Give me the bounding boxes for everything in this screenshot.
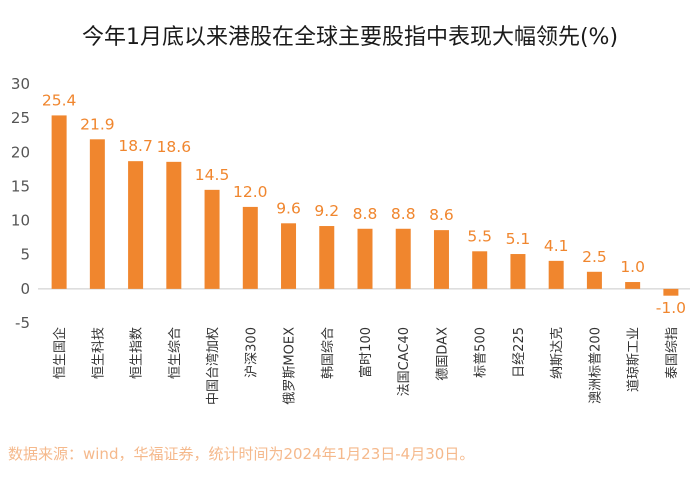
data-label: 8.8: [391, 205, 416, 223]
y-tick-label: 15: [11, 177, 30, 195]
category-label: 恒生科技: [91, 327, 106, 379]
category-label: 沪深300: [243, 327, 259, 378]
data-label: 14.5: [195, 166, 230, 184]
category-label: 恒生国企: [52, 327, 68, 379]
y-tick-label: 10: [11, 212, 30, 230]
data-label: 18.7: [118, 137, 153, 155]
bar: [548, 260, 564, 289]
data-label: 12.0: [233, 183, 268, 201]
bar: [89, 139, 105, 289]
bar: [625, 282, 641, 289]
bar: [128, 161, 144, 289]
bar: [472, 251, 488, 289]
bar: [166, 161, 182, 289]
category-label: 中国台湾加权: [205, 327, 221, 405]
bar: [663, 288, 679, 296]
bar: [51, 115, 67, 289]
y-tick-label: 25: [11, 109, 30, 127]
category-label: 道琼斯工业: [627, 327, 642, 392]
category-label: 富时100: [358, 327, 374, 378]
category-label: 恒生指数: [130, 327, 145, 379]
data-label: 8.6: [429, 206, 454, 224]
data-labels: 25.421.918.7 18.614.512.0 9.6 9.2 8.8 8.8 8.6 5…: [42, 91, 686, 316]
bar: [395, 228, 411, 289]
data-label: 25.4: [42, 91, 77, 109]
y-tick-label: 5: [20, 246, 30, 264]
x-axis-labels: 恒生国企 恒生科技 恒生指数 恒生综合 中国台湾加权 沪深300 俄罗斯MOEX 韩国综合 富时…: [52, 327, 680, 405]
data-label: 18.6: [157, 138, 192, 156]
data-label: 1.0: [620, 258, 645, 276]
data-label: 21.9: [80, 115, 115, 133]
category-label: 俄罗斯MOEX: [283, 327, 298, 405]
y-axis: -5 0 5 10 15 20 25 30: [11, 75, 30, 332]
bar-series: [51, 115, 679, 296]
data-label: 8.8: [353, 205, 378, 223]
category-label: 澳洲标普200: [587, 327, 603, 404]
y-tick-label: -5: [15, 314, 30, 332]
category-label: 德国DAX: [435, 327, 450, 381]
y-tick-label: 30: [11, 75, 30, 93]
bar: [433, 230, 449, 289]
data-label: 9.2: [314, 202, 339, 220]
data-label: 9.6: [276, 199, 301, 217]
category-label: 韩国综合: [321, 327, 336, 379]
chart-title: 今年1月底以来港股在全球主要股指中表现大幅领先(%): [82, 25, 618, 50]
category-label: 恒生综合: [168, 327, 183, 379]
bar: [586, 271, 602, 289]
category-label: 法国CAC40: [397, 327, 412, 396]
data-label: 4.1: [544, 237, 569, 255]
data-label: 5.1: [506, 230, 531, 248]
category-label: 日经225: [512, 327, 527, 378]
category-label: 标普500: [474, 327, 489, 378]
bar: [204, 189, 220, 289]
source-note: 数据来源：wind，华福证券，统计时间为2024年1月23日-4月30日。: [8, 445, 474, 463]
data-label: -1.0: [656, 299, 686, 317]
category-label: 泰国综指: [665, 327, 680, 379]
bar: [281, 223, 297, 289]
bar: [319, 226, 335, 289]
bar: [510, 254, 526, 289]
y-tick-label: 20: [11, 143, 30, 161]
category-label: 纳斯达克: [550, 327, 565, 379]
y-tick-label: 0: [20, 280, 30, 298]
bar: [357, 228, 373, 289]
bar: [242, 206, 258, 289]
data-label: 5.5: [467, 227, 492, 245]
data-label: 2.5: [582, 248, 607, 266]
